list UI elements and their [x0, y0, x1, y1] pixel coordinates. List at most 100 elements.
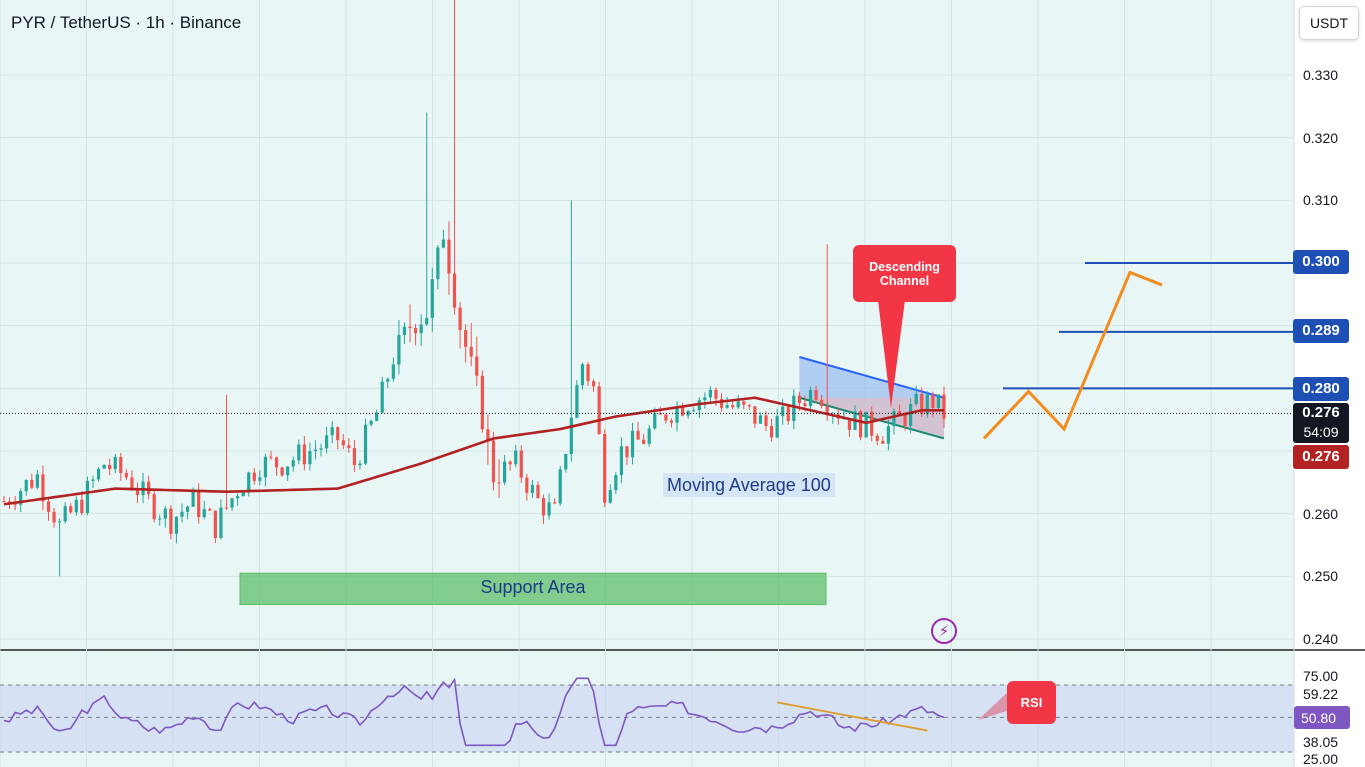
- candle-body: [625, 446, 629, 458]
- candle-body: [541, 498, 546, 516]
- candle-body: [642, 439, 646, 444]
- rsi-tick-label: 75.00: [1303, 668, 1338, 684]
- candle-body: [664, 414, 668, 421]
- candle-body: [508, 461, 512, 465]
- candle-body: [35, 474, 39, 488]
- lightning-icon[interactable]: ⚡: [931, 618, 957, 644]
- candle-body: [480, 375, 484, 430]
- candle-body: [358, 463, 362, 466]
- candle-body: [603, 433, 607, 503]
- candle-body: [247, 472, 251, 493]
- candle-body: [24, 479, 28, 492]
- main-pane-bg: [0, 0, 1294, 648]
- candle-body: [313, 449, 318, 452]
- candle-body: [108, 464, 112, 470]
- candle-body: [736, 401, 740, 408]
- candle-body: [858, 411, 863, 438]
- moving-average-label: Moving Average 100: [663, 473, 835, 497]
- candle-body: [402, 326, 407, 336]
- candle-body: [814, 389, 818, 400]
- rsi-pane: [0, 677, 1294, 753]
- candle-body: [174, 516, 179, 534]
- moving-average-100-line: [3, 396, 944, 506]
- candle-body: [363, 424, 368, 464]
- rsi-tick-label: 25.00: [1303, 751, 1338, 767]
- candle-body: [124, 473, 128, 478]
- candle-body: [436, 247, 440, 280]
- candle-body: [152, 494, 156, 520]
- candle-body: [302, 444, 306, 465]
- candle-body: [914, 393, 918, 405]
- projection-path: [982, 270, 1163, 440]
- candle-body: [680, 406, 685, 416]
- candle-body: [714, 389, 718, 399]
- candle-body: [692, 410, 696, 412]
- candle-body: [569, 417, 573, 455]
- candle-body: [786, 406, 790, 422]
- descending-channel-callout: Descending Channel: [853, 245, 956, 302]
- candle-body: [202, 509, 206, 518]
- rsi-line: [3, 677, 945, 747]
- candle-body: [69, 506, 73, 513]
- last-price-badge: 0.276 54:09: [1293, 403, 1349, 443]
- candle-body: [197, 489, 201, 518]
- candle-body: [447, 239, 451, 274]
- support-area: [239, 572, 827, 606]
- ma-value-badge: 0.276: [1293, 445, 1349, 469]
- candle-body: [52, 511, 56, 523]
- candle-body: [91, 479, 95, 481]
- candle-body: [241, 492, 245, 497]
- candle-body: [742, 401, 746, 405]
- candle-body: [191, 489, 195, 507]
- candle-body: [764, 415, 768, 427]
- candle-body: [58, 521, 62, 523]
- candle-body: [931, 394, 935, 408]
- candle-body: [686, 410, 690, 416]
- price-tick-label: 0.240: [1303, 631, 1338, 647]
- candle-body: [669, 420, 674, 423]
- candle-body: [703, 397, 707, 401]
- candle-body: [74, 499, 78, 513]
- candle-body: [386, 378, 390, 382]
- candle-body: [258, 477, 262, 481]
- candle-body: [608, 490, 612, 503]
- candle-body: [769, 426, 774, 438]
- candle-body: [491, 440, 496, 483]
- price-tick-label: 0.250: [1303, 568, 1338, 584]
- price-axis: 0.330 0.320 0.310 0.260 0.250 0.240 75.00 59.22…: [1294, 67, 1350, 767]
- candle-body: [413, 328, 418, 334]
- rsi-callout-label: RSI: [1020, 695, 1043, 710]
- candle-body: [19, 491, 23, 505]
- candle-body: [319, 448, 323, 450]
- candle-body: [325, 435, 329, 449]
- price-tick-label: 0.320: [1303, 130, 1338, 146]
- candle-body: [591, 381, 596, 387]
- candle-body: [408, 326, 412, 329]
- rsi-tick-label: 38.05: [1303, 734, 1338, 750]
- candle-body: [725, 405, 729, 408]
- candle-body: [731, 405, 735, 408]
- candle-body: [747, 404, 751, 407]
- candle-body: [330, 427, 334, 436]
- candle-body: [274, 457, 279, 468]
- candle-body: [753, 406, 757, 424]
- candle-body: [719, 398, 724, 408]
- candle-body: [158, 518, 162, 520]
- candle-body: [119, 456, 123, 474]
- rsi-value-label: 50.80: [1301, 710, 1336, 726]
- candle-body: [614, 475, 618, 491]
- rsi-tick-label: 59.22: [1303, 686, 1338, 702]
- candle-body: [336, 427, 340, 441]
- candle-body: [881, 440, 885, 444]
- candle-body: [502, 461, 507, 483]
- candle-body: [352, 448, 357, 466]
- candle-body: [180, 511, 184, 517]
- candle-body: [475, 356, 479, 376]
- candle-body: [558, 469, 562, 504]
- candle-body: [925, 394, 929, 415]
- candle-body: [808, 389, 813, 406]
- candle-body: [653, 413, 657, 429]
- level-badge-280: 0.280: [1293, 377, 1349, 401]
- candle-body: [647, 428, 651, 444]
- currency-button[interactable]: USDT: [1299, 6, 1359, 40]
